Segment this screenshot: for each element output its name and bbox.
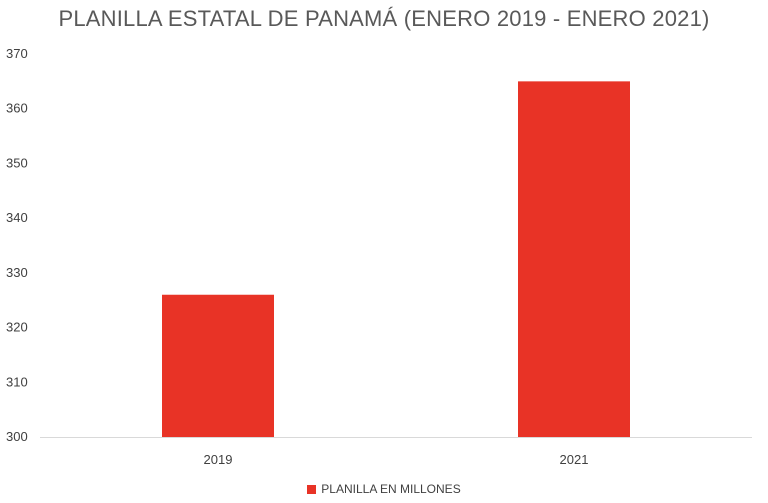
legend-swatch <box>307 484 317 494</box>
y-tick-label: 370 <box>6 46 28 61</box>
legend: PLANILLA EN MILLONES <box>0 482 768 496</box>
chart-title: PLANILLA ESTATAL DE PANAMÁ (ENERO 2019 -… <box>58 6 710 31</box>
y-tick-label: 310 <box>6 374 28 389</box>
y-tick-label: 330 <box>6 265 28 280</box>
legend-label: PLANILLA EN MILLONES <box>321 482 461 496</box>
y-tick-label: 350 <box>6 155 28 170</box>
y-tick-label: 320 <box>6 320 28 335</box>
y-tick-label: 360 <box>6 101 28 116</box>
y-tick-label: 300 <box>6 429 28 444</box>
y-tick-label: 340 <box>6 210 28 225</box>
bar-2021 <box>518 81 630 437</box>
x-tick-label: 2019 <box>204 452 233 467</box>
bar-2019 <box>162 294 274 437</box>
x-tick-label: 2021 <box>560 452 589 467</box>
